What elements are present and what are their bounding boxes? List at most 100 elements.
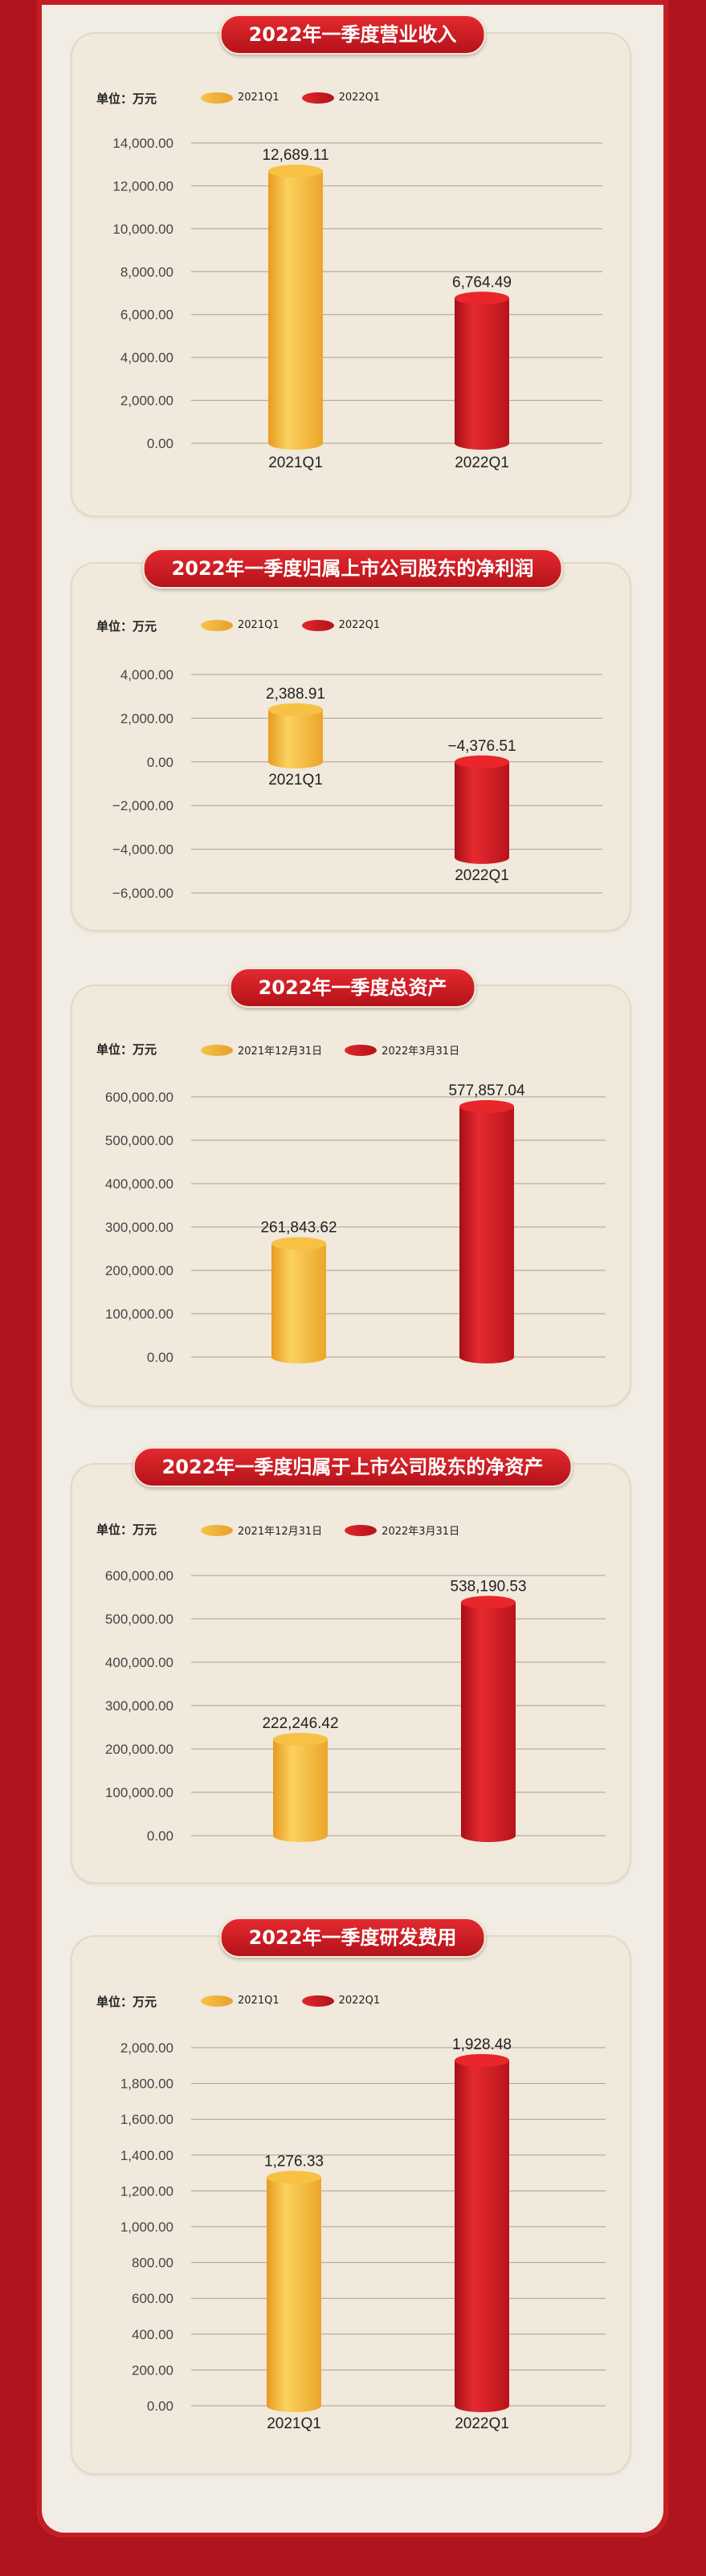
y-tick-label: 8,000.00 (120, 264, 173, 279)
legend-item-series-1: 2021Q1 (201, 1995, 280, 2007)
y-tick-label: 400,000.00 (105, 1176, 173, 1192)
x-category-label: 2021Q1 (268, 454, 323, 471)
legend-swatch-gold (201, 619, 233, 631)
chart-5-plot: 2,000.00 1,800.00 1,600.00 1,400.00 1,200.00… (120, 2036, 606, 2432)
x-category-label: 2022Q1 (455, 454, 509, 471)
chart-4-plot: 600,000.00 500,000.00 400,000.00 300,000.00… (105, 1568, 606, 1844)
y-tick-label: 0.00 (147, 2399, 173, 2414)
bar-value-label: 2,388.91 (266, 686, 325, 703)
y-tick-label: 1,400.00 (120, 2148, 173, 2163)
legend-swatch-gold (201, 92, 233, 104)
y-tick-label: 600,000.00 (105, 1568, 173, 1584)
legend-label: 2022Q1 (338, 1995, 381, 2007)
y-tick-label: 2,000.00 (120, 2040, 173, 2056)
y-tick-label: 200.00 (132, 2362, 173, 2378)
legend-item-series-2: 2022Q1 (301, 92, 381, 104)
bar-2 (455, 2053, 509, 2412)
y-tick-label: 600,000.00 (105, 1090, 173, 1105)
y-tick-label: 1,600.00 (120, 2112, 173, 2127)
chart-1-legend: 2021Q1 2022Q1 (201, 92, 402, 104)
legend-item-series-1: 2021Q1 (201, 92, 280, 104)
chart-3-unit-label: 单位：万元 (96, 1042, 157, 1057)
legend-item-series-1: 2021Q1 (201, 619, 280, 631)
y-tick-label: 4,000.00 (120, 667, 173, 683)
x-category-label: 2021Q1 (268, 772, 323, 789)
y-tick-label: 12,000.00 (112, 178, 173, 194)
y-tick-label: 2,000.00 (120, 711, 173, 726)
y-tick-label: 1,000.00 (120, 2219, 173, 2235)
y-tick-label: 300,000.00 (105, 1220, 173, 1235)
y-tick-label: 200,000.00 (105, 1263, 173, 1278)
chart-3-legend: 2021年12月31日 2022年3月31日 (201, 1042, 482, 1058)
bar-1 (273, 1732, 328, 1842)
legend-swatch-red (301, 619, 334, 631)
chart-2-legend: 2021Q1 2022Q1 (201, 619, 402, 631)
bar-value-label: 1,928.48 (452, 2036, 512, 2053)
x-category-label: 2022Q1 (455, 2415, 509, 2432)
chart-5-title: 2022年一季度研发费用 (219, 1918, 486, 1958)
bar-value-label: −4,376.51 (447, 738, 516, 755)
legend-label: 2021Q1 (238, 92, 280, 104)
y-tick-label: 600.00 (132, 2291, 173, 2306)
legend-label: 2022年3月31日 (382, 1045, 460, 1058)
chart-3-plot: 600,000.00 500,000.00 400,000.00 300,000.00… (105, 1082, 606, 1365)
legend-swatch-red (301, 92, 334, 104)
chart-3-card: 单位：万元 2021年12月31日 2022年3月31日 600,000.00 5… (71, 984, 631, 1407)
chart-2-unit-label: 单位：万元 (96, 619, 157, 634)
bar-value-label: 6,764.49 (452, 274, 512, 291)
legend-label: 2021年12月31日 (238, 1045, 323, 1058)
y-tick-label: −2,000.00 (112, 798, 173, 813)
chart-4-legend: 2021年12月31日 2022年3月31日 (201, 1522, 482, 1538)
legend-label: 2022Q1 (338, 619, 381, 631)
legend-item-series-1: 2021年12月31日 (201, 1042, 322, 1058)
chart-2-card: 单位：万元 2021Q1 2022Q1 4,000.00 2,000.00 0.00… (71, 562, 631, 931)
legend-swatch-red (301, 1995, 334, 2007)
y-tick-label: 800.00 (132, 2256, 173, 2271)
bar-1 (268, 165, 323, 450)
chart-1-card: 单位：万元 2021Q1 2022Q1 14,000.00 12,000.00 10… (71, 32, 631, 517)
x-category-label: 2021Q1 (267, 2415, 321, 2432)
x-category-label: 2022Q1 (455, 867, 509, 884)
legend-swatch-red (345, 1044, 377, 1056)
bar-value-label: 12,689.11 (262, 147, 329, 164)
legend-label: 2021Q1 (238, 619, 280, 631)
bar-value-label: 222,246.42 (262, 1715, 338, 1732)
legend-label: 2021年12月31日 (238, 1526, 323, 1538)
y-tick-label: −4,000.00 (112, 842, 173, 858)
y-tick-label: 500,000.00 (105, 1612, 173, 1627)
y-tick-label: 0.00 (147, 1828, 173, 1844)
y-tick-label: 0.00 (147, 755, 173, 770)
bar-2 (455, 755, 509, 864)
y-tick-label: 0.00 (147, 1350, 173, 1365)
chart-4-card: 单位：万元 2021年12月31日 2022年3月31日 600,000.00 5… (71, 1463, 631, 1884)
legend-item-series-1: 2021年12月31日 (201, 1522, 322, 1538)
chart-1-unit-label: 单位：万元 (96, 92, 157, 106)
legend-swatch-gold (201, 1524, 233, 1536)
y-tick-label: 1,200.00 (120, 2183, 173, 2199)
legend-label: 2022Q1 (338, 92, 381, 104)
y-tick-label: 100,000.00 (105, 1785, 173, 1800)
chart-5-legend: 2021Q1 2022Q1 (201, 1995, 402, 2007)
y-tick-label: 100,000.00 (105, 1306, 173, 1322)
y-tick-label: 200,000.00 (105, 1742, 173, 1757)
y-tick-label: 1,800.00 (120, 2077, 173, 2092)
bar-2 (459, 1099, 514, 1363)
chart-4-title: 2022年一季度归属于上市公司股东的净资产 (133, 1447, 573, 1487)
y-tick-label: 2,000.00 (120, 393, 173, 409)
y-tick-label: 400.00 (132, 2327, 173, 2342)
legend-item-series-2: 2022年3月31日 (345, 1522, 459, 1538)
bar-2 (455, 291, 509, 450)
chart-1-plot: 14,000.00 12,000.00 10,000.00 8,000.00 6,000… (112, 136, 602, 471)
chart-3-title: 2022年一季度总资产 (229, 968, 476, 1008)
bar-value-label: 538,190.53 (450, 1578, 526, 1595)
y-tick-label: 4,000.00 (120, 350, 173, 365)
bar-value-label: 577,857.04 (448, 1082, 525, 1099)
bar-1 (267, 2170, 321, 2412)
y-tick-label: 6,000.00 (120, 308, 173, 323)
y-tick-label: 14,000.00 (112, 136, 173, 151)
chart-5-unit-label: 单位：万元 (96, 1995, 157, 2009)
legend-item-series-2: 2022Q1 (301, 619, 381, 631)
chart-5-card: 单位：万元 2021Q1 2022Q1 2,000.00 1,800.00 1,60… (71, 1935, 631, 2475)
bar-value-label: 1,276.33 (264, 2153, 324, 2170)
y-tick-label: 500,000.00 (105, 1133, 173, 1148)
